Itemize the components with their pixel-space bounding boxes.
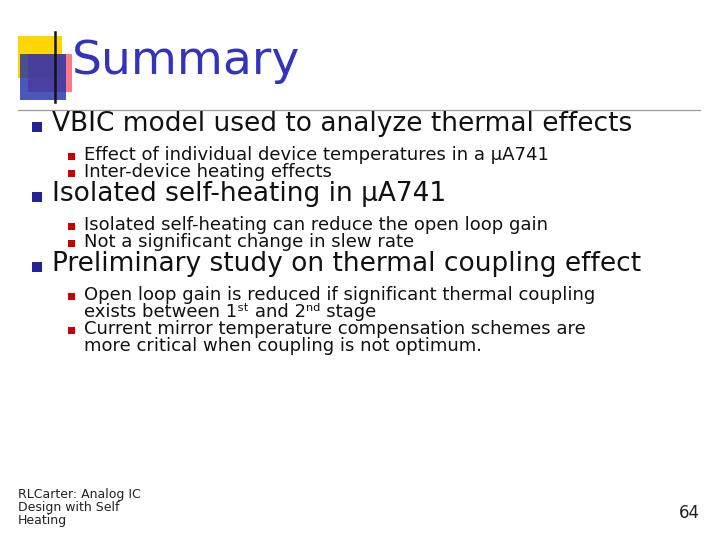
- Text: RLCarter: Analog IC: RLCarter: Analog IC: [18, 488, 140, 501]
- Text: Effect of individual device temperatures in a μA741: Effect of individual device temperatures…: [84, 146, 549, 164]
- Bar: [68, 170, 75, 177]
- Bar: [68, 240, 75, 247]
- Bar: [68, 223, 75, 230]
- Bar: [20, 54, 66, 100]
- Text: Preliminary study on thermal coupling effect: Preliminary study on thermal coupling ef…: [52, 251, 641, 277]
- Text: Open loop gain is reduced if significant thermal coupling: Open loop gain is reduced if significant…: [84, 286, 595, 304]
- Text: Summary: Summary: [72, 39, 300, 84]
- Bar: [32, 122, 42, 132]
- Text: Heating: Heating: [18, 514, 67, 527]
- Bar: [68, 327, 75, 334]
- Text: 64: 64: [679, 504, 700, 522]
- Text: Isolated self-heating in μA741: Isolated self-heating in μA741: [52, 181, 446, 207]
- Text: exists between 1ˢᵗ and 2ⁿᵈ stage: exists between 1ˢᵗ and 2ⁿᵈ stage: [84, 303, 377, 321]
- Text: Not a significant change in slew rate: Not a significant change in slew rate: [84, 233, 414, 251]
- Bar: [32, 262, 42, 272]
- Bar: [32, 192, 42, 202]
- Text: Isolated self-heating can reduce the open loop gain: Isolated self-heating can reduce the ope…: [84, 216, 548, 234]
- Bar: [68, 293, 75, 300]
- Text: Current mirror temperature compensation schemes are: Current mirror temperature compensation …: [84, 320, 586, 338]
- Text: Design with Self: Design with Self: [18, 501, 120, 514]
- Bar: [18, 36, 62, 78]
- Bar: [68, 153, 75, 160]
- Text: VBIC model used to analyze thermal effects: VBIC model used to analyze thermal effec…: [52, 111, 632, 137]
- Text: more critical when coupling is not optimum.: more critical when coupling is not optim…: [84, 337, 482, 355]
- Bar: [28, 54, 72, 92]
- Text: Inter-device heating effects: Inter-device heating effects: [84, 163, 332, 181]
